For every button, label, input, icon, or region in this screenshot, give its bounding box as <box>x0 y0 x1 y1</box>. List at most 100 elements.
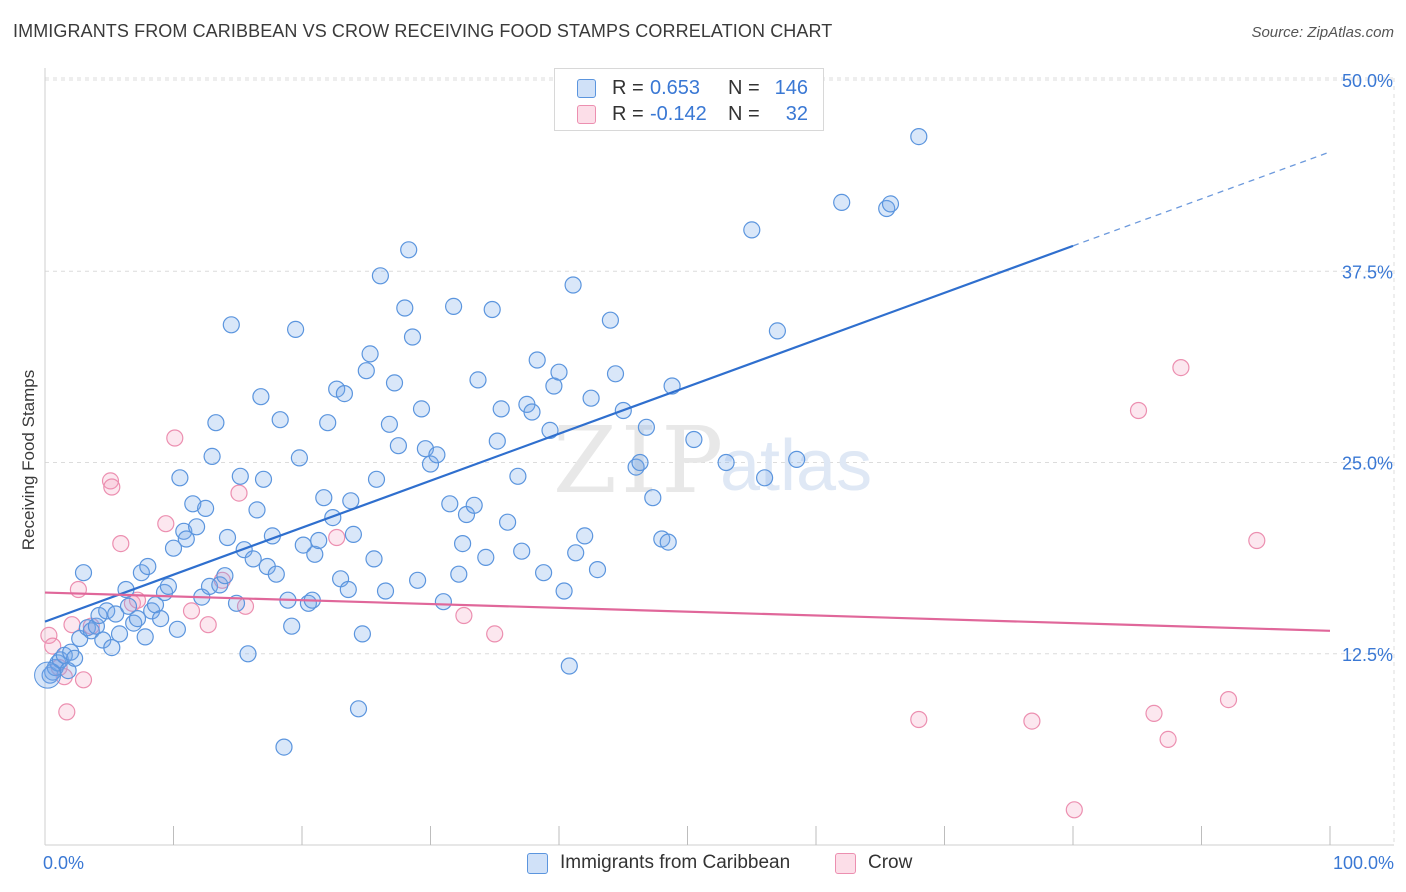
caribbean-point <box>107 605 125 623</box>
caribbean-point <box>164 539 183 557</box>
caribbean-point <box>588 560 607 579</box>
x-tick-label-max: 100.0% <box>1333 853 1394 873</box>
crow-point <box>1129 401 1148 420</box>
caribbean-trend-line <box>44 244 1074 623</box>
caribbean-point <box>412 400 431 418</box>
caribbean-point <box>136 628 154 646</box>
caribbean-point <box>211 576 229 594</box>
caribbean-point <box>139 557 157 576</box>
caribbean-points <box>34 128 928 756</box>
caribbean-point <box>389 437 407 455</box>
x-tick-label-min: 0.0% <box>43 853 84 873</box>
watermark-atlas: atlas <box>720 426 872 506</box>
crow-point <box>1219 690 1238 709</box>
caribbean-point <box>74 564 93 582</box>
legend-row-caribbean: R = 0.653 N = 146 <box>577 76 808 100</box>
caribbean-point <box>755 469 774 487</box>
caribbean-point <box>550 363 568 381</box>
caribbean-point <box>445 297 463 315</box>
crow-point <box>112 534 130 553</box>
caribbean-point <box>184 495 202 513</box>
crow-point <box>44 637 62 655</box>
caribbean-point <box>319 414 337 432</box>
caribbean-point <box>315 489 333 507</box>
crow-point <box>103 478 121 496</box>
legend-swatch-blue <box>577 78 596 98</box>
caribbean-point <box>103 638 121 657</box>
caribbean-point <box>582 389 600 407</box>
crow-point <box>101 472 120 490</box>
caribbean-point <box>353 625 371 643</box>
legend-row-crow: R = -0.142 N = 32 <box>577 102 808 126</box>
legend-r-label: R = <box>612 76 644 99</box>
source-credit: Source: ZipAtlas.com <box>1251 24 1394 41</box>
caribbean-point <box>252 388 270 406</box>
caribbean-point <box>788 450 806 468</box>
legend-n-value: 32 <box>785 102 808 125</box>
crow-point <box>199 616 217 634</box>
caribbean-point <box>82 622 100 640</box>
caribbean-point <box>685 430 703 449</box>
caribbean-point <box>171 469 189 487</box>
caribbean-point <box>513 542 531 560</box>
caribbean-point <box>344 525 362 544</box>
legend-label-crow: Crow <box>868 852 913 873</box>
caribbean-point <box>239 645 257 663</box>
caribbean-point <box>294 536 312 554</box>
caribbean-point <box>400 241 418 259</box>
caribbean-point <box>564 276 582 294</box>
caribbean-point <box>271 411 289 429</box>
caribbean-point <box>403 328 422 346</box>
caribbean-point <box>560 657 578 675</box>
crow-point <box>1145 704 1163 723</box>
crow-point <box>1065 801 1083 819</box>
caribbean-point <box>421 455 440 473</box>
chart-title: IMMIGRANTS FROM CARIBBEAN VS CROW RECEIV… <box>13 21 833 41</box>
crow-point <box>74 671 93 689</box>
caribbean-point <box>606 365 625 383</box>
crow-point <box>1172 359 1190 377</box>
crow-point <box>1248 531 1266 550</box>
caribbean-point <box>469 371 487 389</box>
legend-item-caribbean[interactable]: Immigrants from Caribbean <box>527 852 790 874</box>
caribbean-point <box>310 531 328 550</box>
legend-r-value: 0.653 <box>650 76 701 99</box>
caribbean-point <box>231 467 249 485</box>
caribbean-point <box>98 602 116 620</box>
caribbean-point <box>110 625 129 643</box>
axes <box>44 68 1394 846</box>
caribbean-point <box>361 345 379 363</box>
y-tick-label: 12.5% <box>1342 645 1393 665</box>
legend-n-value: 146 <box>774 76 808 99</box>
caribbean-point <box>335 385 353 403</box>
caribbean-point <box>207 414 225 432</box>
caribbean-point <box>450 565 468 583</box>
legend-swatch-blue <box>527 852 548 874</box>
caribbean-point <box>216 567 234 585</box>
caribbean-point <box>717 453 735 472</box>
caribbean-point <box>534 564 553 582</box>
caribbean-point <box>203 447 221 465</box>
caribbean-point <box>576 527 594 545</box>
crow-point <box>182 602 201 620</box>
crow-point <box>58 703 76 721</box>
caribbean-point <box>833 193 851 211</box>
caribbean-point <box>339 580 357 599</box>
caribbean-point <box>248 501 266 519</box>
caribbean-point <box>637 418 656 436</box>
y-tick-label: 37.5% <box>1342 262 1393 282</box>
legend-r-label: R = <box>612 102 644 125</box>
caribbean-point <box>132 564 150 582</box>
caribbean-point <box>188 518 206 536</box>
caribbean-point <box>290 449 308 467</box>
caribbean-point <box>152 609 170 628</box>
crow-point <box>328 528 346 547</box>
legend-item-crow[interactable]: Crow <box>835 852 912 874</box>
crow-point <box>230 484 248 502</box>
legend-label-caribbean: Immigrants from Caribbean <box>560 852 791 873</box>
caribbean-point <box>254 470 273 488</box>
legend-r-value: -0.142 <box>650 102 707 125</box>
caribbean-point <box>357 362 375 380</box>
caribbean-point <box>567 544 585 562</box>
caribbean-point <box>499 513 517 531</box>
